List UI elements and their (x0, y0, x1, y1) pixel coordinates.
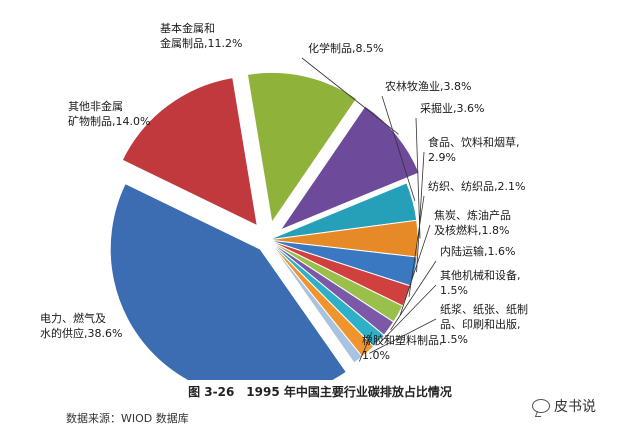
leader-line (415, 117, 421, 239)
slice-label: 其他机械和设备, 1.5% (440, 268, 521, 297)
slice-label: 纺织、纺织品,2.1% (428, 179, 525, 193)
slice-label: 化学制品,8.5% (308, 41, 383, 55)
pie-slice (121, 77, 258, 227)
leader-line (301, 57, 399, 135)
slice-label: 基本金属和金属制品,11.2% (160, 21, 242, 50)
chat-bubble-icon (532, 399, 550, 413)
slice-label: 采掘业,3.6% (420, 101, 484, 115)
leader-line (381, 95, 416, 201)
pie-slice (109, 182, 347, 380)
leader-line (380, 284, 437, 343)
slice-label: 食品、饮料和烟草, 2.9% (428, 135, 520, 164)
slice-label: 电力、燃气及水的供应,38.6% (40, 311, 122, 340)
pie-slice (246, 71, 358, 224)
watermark: 皮书说 (532, 396, 596, 416)
leader-line (399, 224, 431, 316)
slice-label: 纸浆、纸张、纸制品、印刷和出版, 1.5% (440, 302, 528, 346)
leader-line (369, 318, 437, 354)
leader-line (390, 260, 437, 331)
pie-slice (279, 105, 420, 232)
slice-label: 橡胶和塑料制品, 1.0% (362, 333, 443, 362)
leader-line (416, 151, 425, 273)
pie-slice (267, 239, 363, 364)
leader-line (359, 331, 373, 362)
slice-label: 内陆运输,1.6% (440, 244, 515, 258)
chart-caption: 图 3-26 1995 年中国主要行业碳排放占比情况 (188, 385, 452, 399)
watermark-text: 皮书说 (554, 399, 596, 415)
slice-label: 农林牧渔业,3.8% (385, 79, 471, 93)
pie-chart: 电力、燃气及水的供应,38.6% 其他非金属矿物制品,14.0% 基本金属和金属制品… (40, 21, 528, 380)
slice-label: 其他非金属矿物制品,14.0% (68, 99, 150, 128)
slice-label: 焦炭、炼油产品及核燃料,1.8% (434, 208, 511, 237)
data-source-note: 数据来源：WIOD 数据库 (66, 412, 189, 425)
